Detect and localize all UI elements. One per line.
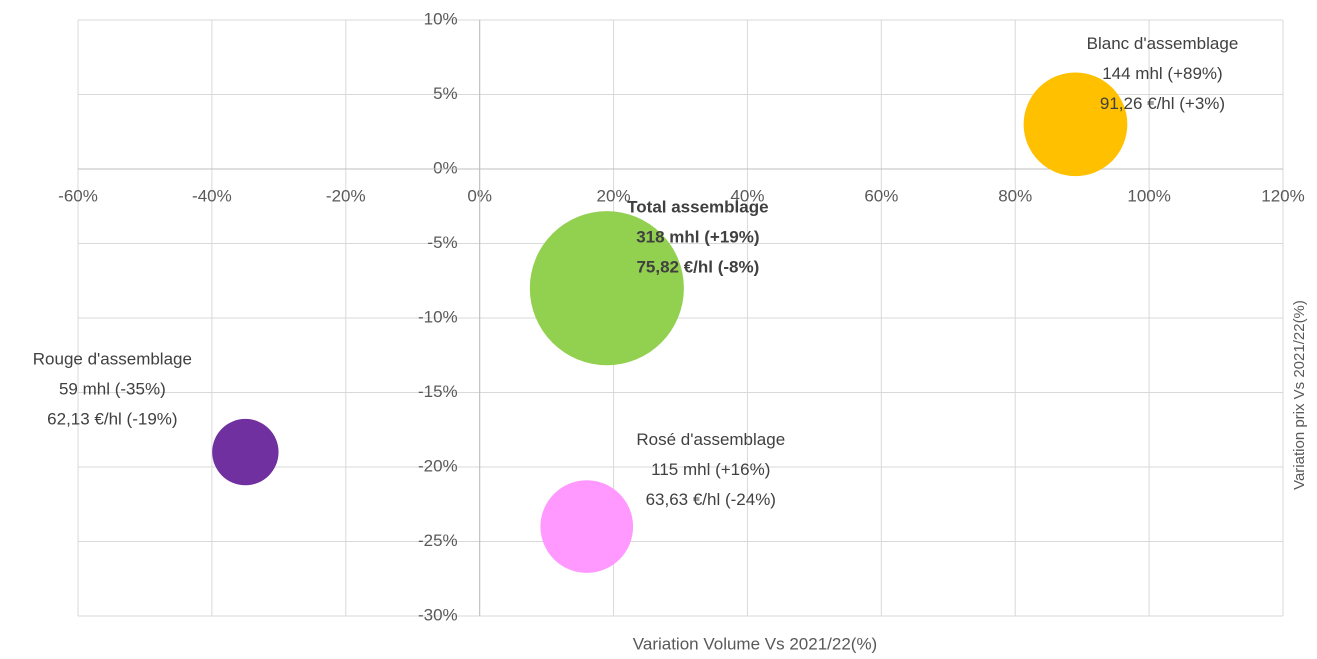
data-label: 59 mhl (-35%)	[59, 380, 166, 399]
y-tick-label: 0%	[433, 158, 458, 177]
x-tick-label: 20%	[597, 186, 631, 205]
y-axis-title: Variation prix Vs 2021/22(%)	[1291, 300, 1308, 490]
x-tick-label: -20%	[326, 186, 366, 205]
data-label: 63,63 €/hl (-24%)	[646, 490, 776, 509]
data-label: 75,82 €/hl (-8%)	[636, 258, 759, 277]
data-label: 62,13 €/hl (-19%)	[47, 410, 177, 429]
x-tick-label: 60%	[864, 186, 898, 205]
y-tick-label: -5%	[427, 233, 457, 252]
x-tick-label: 40%	[730, 186, 764, 205]
y-tick-label: -10%	[418, 307, 458, 326]
data-label: Blanc d'assemblage	[1087, 34, 1239, 53]
bubble	[1023, 72, 1128, 177]
y-tick-label: -25%	[418, 531, 458, 550]
data-label: 144 mhl (+89%)	[1102, 64, 1222, 83]
x-tick-label: -40%	[192, 186, 232, 205]
y-tick-label: -15%	[418, 382, 458, 401]
data-label: Rouge d'assemblage	[33, 350, 192, 369]
data-label: 318 mhl (+19%)	[636, 228, 759, 247]
bubble	[540, 480, 634, 573]
data-label: 91,26 €/hl (+3%)	[1100, 94, 1225, 113]
y-tick-label: -30%	[418, 605, 458, 624]
data-label: 115 mhl (+16%)	[651, 460, 770, 479]
x-axis-title: Variation Volume Vs 2021/22(%)	[633, 634, 877, 653]
x-tick-label: -60%	[58, 186, 98, 205]
bubble	[529, 211, 684, 366]
data-label: Rosé d'assemblage	[636, 430, 785, 449]
y-tick-label: -20%	[418, 456, 458, 475]
bubble	[212, 418, 279, 486]
x-tick-label: 120%	[1261, 186, 1304, 205]
x-tick-label: 80%	[998, 186, 1032, 205]
data-label: Total assemblage	[627, 198, 768, 217]
x-tick-label: 100%	[1127, 186, 1170, 205]
y-tick-label: 5%	[433, 84, 458, 103]
y-tick-label: 10%	[424, 9, 458, 28]
